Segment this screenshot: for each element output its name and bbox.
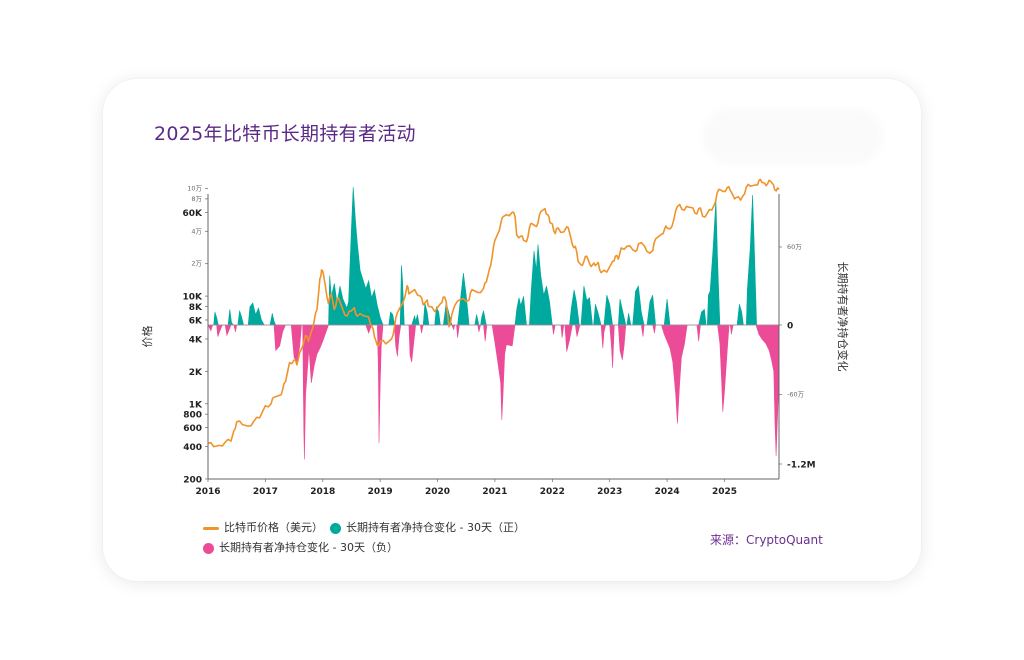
- left-axis-title: 价格: [140, 326, 154, 348]
- right-tick-label: -1.2M: [787, 461, 816, 471]
- left-tick-label: 6K: [189, 316, 203, 326]
- chart-card: 2025年比特币长期持有者活动 10万 8万 60K 4万 2万 10K 8K 6K 4K 2K 1…: [103, 79, 921, 581]
- left-tick-label: 60K: [183, 209, 204, 219]
- legend-swatch-price: [203, 526, 219, 530]
- right-tick-label: 60万: [787, 243, 802, 251]
- left-tick-label: 200: [183, 476, 202, 486]
- price-line: [207, 178, 780, 448]
- x-tick-label: 2025: [712, 487, 737, 497]
- right-tick-label: -60万: [787, 391, 805, 399]
- x-tick-label: 2017: [253, 487, 278, 497]
- left-tick-label: 8万: [191, 195, 202, 203]
- x-tick-label: 2023: [597, 487, 622, 497]
- source-note: 来源：CryptoQuant: [710, 533, 823, 547]
- x-tick-label: 2022: [540, 487, 565, 497]
- x-tick-label: 2024: [655, 487, 680, 497]
- legend-item-negative: 长期持有者净持仓变化 - 30天（负）: [203, 539, 398, 555]
- decorative-blur: [703, 109, 883, 164]
- left-tick-label: 4万: [191, 227, 202, 235]
- left-tick-label: 2万: [191, 260, 202, 268]
- x-tick-label: 2020: [425, 487, 450, 497]
- left-tick-label: 800: [183, 411, 202, 421]
- x-tick-label: 2016: [195, 487, 220, 497]
- left-tick-label: 4K: [189, 335, 203, 345]
- chart-title: 2025年比特币长期持有者活动: [154, 123, 416, 145]
- negative-net-change-area: [207, 324, 780, 460]
- legend-swatch-positive: [330, 522, 341, 534]
- left-tick-label: 1K: [189, 400, 203, 410]
- left-tick-label: 10K: [183, 293, 204, 303]
- x-tick-label: 2021: [482, 487, 507, 497]
- right-axis-title: 长期持有者净持仓变化: [836, 262, 850, 372]
- left-tick-label: 400: [183, 443, 202, 453]
- right-tick-label: 0: [787, 322, 793, 332]
- left-tick-label: 10万: [187, 184, 202, 192]
- legend-label-positive: 长期持有者净持仓变化 - 30天（正）: [346, 521, 525, 534]
- legend-swatch-negative: [203, 542, 214, 554]
- left-tick-label: 8K: [189, 303, 203, 313]
- left-tick-label: 2K: [189, 368, 203, 378]
- x-tick-label: 2019: [368, 487, 393, 497]
- legend-label-negative: 长期持有者净持仓变化 - 30天（负）: [219, 541, 398, 554]
- legend-item-price: 比特币价格（美元）: [203, 519, 323, 535]
- x-tick-label: 2018: [310, 487, 335, 497]
- left-tick-label: 600: [183, 424, 202, 434]
- legend-label-price: 比特币价格（美元）: [224, 521, 323, 534]
- legend-item-positive: 长期持有者净持仓变化 - 30天（正）: [330, 519, 525, 535]
